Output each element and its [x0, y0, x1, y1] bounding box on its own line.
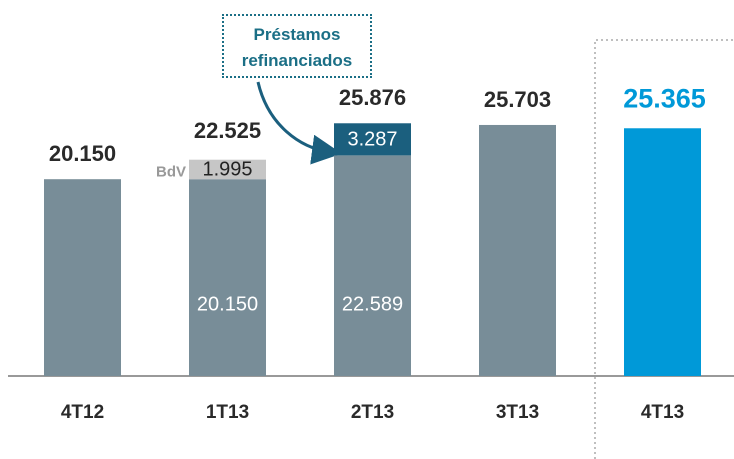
value-label: 22.589 — [342, 293, 403, 315]
total-label: 20.150 — [49, 141, 116, 166]
bar-segment — [44, 179, 121, 376]
x-tick-label: 2T13 — [351, 402, 394, 423]
bar-segment — [479, 124, 556, 376]
annotation: Préstamos refinanciados — [222, 14, 372, 78]
x-tick-label: 3T13 — [496, 402, 539, 423]
bar-segment — [624, 128, 701, 376]
bar-segment — [334, 155, 411, 376]
value-label: 1.995 — [202, 159, 252, 181]
bar-segment — [334, 123, 411, 156]
total-label: 25.365 — [623, 83, 706, 113]
total-label: 22.525 — [194, 118, 261, 143]
total-label: 25.703 — [484, 87, 551, 112]
separator — [594, 39, 734, 459]
value-label: 20.150 — [197, 293, 258, 315]
bar-segment — [189, 179, 266, 376]
x-tick-label: 4T12 — [61, 402, 104, 423]
value-label: 3.287 — [347, 129, 397, 151]
series-label: BdV — [156, 163, 186, 180]
bar-segment — [189, 159, 266, 180]
arrow — [256, 81, 342, 165]
x-tick-label: 4T13 — [641, 402, 684, 423]
x-tick-label: 1T13 — [206, 402, 249, 423]
total-label: 25.876 — [339, 85, 406, 110]
